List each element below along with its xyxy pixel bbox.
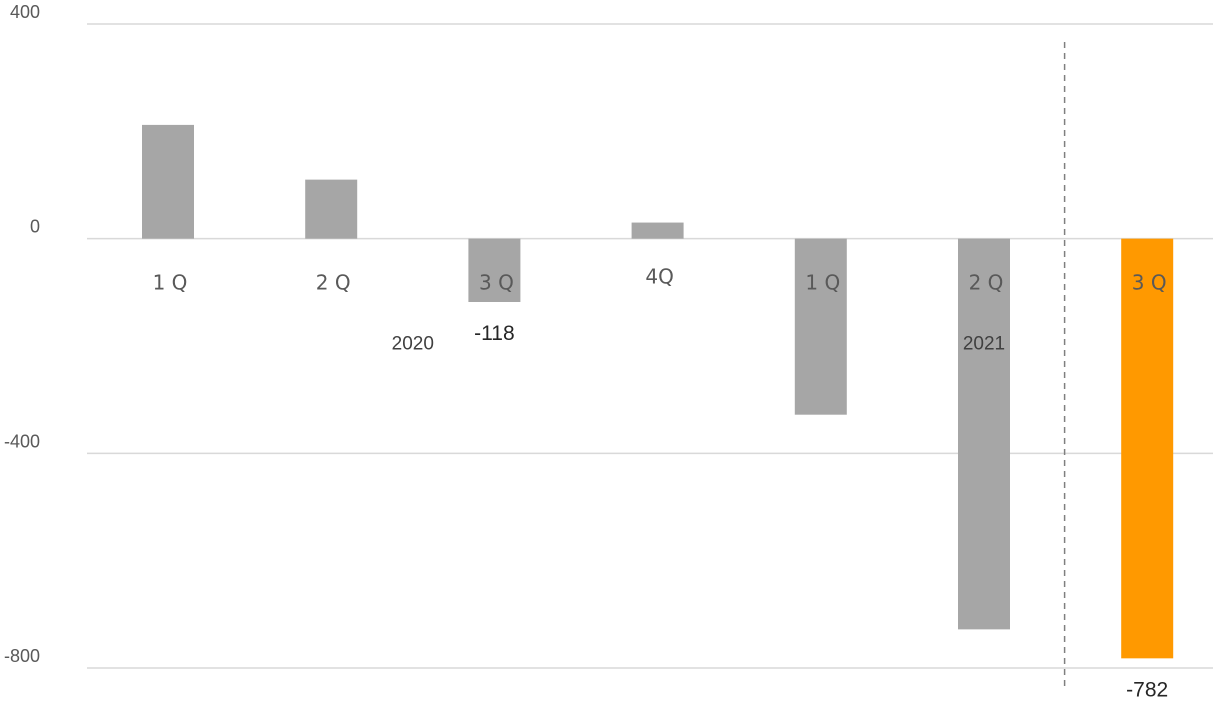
bar: [142, 124, 194, 239]
category-label: 3 Q: [479, 271, 514, 295]
y-tick-label: -800: [4, 646, 40, 666]
data-label: -118: [474, 322, 514, 345]
bar: [468, 238, 521, 302]
category-label: 2 Q: [969, 271, 1004, 295]
category-label: 3 Q: [1132, 271, 1167, 295]
gridlines: [87, 23, 1213, 669]
year-label: 2021: [963, 334, 1005, 355]
bar: [958, 238, 1010, 630]
bar: [631, 222, 684, 239]
category-label: 4Q: [645, 265, 673, 289]
category-label: 1 Q: [805, 271, 840, 295]
bar: [1121, 238, 1174, 659]
category-label: 1 Q: [153, 271, 188, 295]
category-label: 2 Q: [316, 271, 351, 295]
bars: [142, 124, 1174, 659]
data-label: -782: [1126, 678, 1168, 701]
y-axis-tick-labels: 400 0 -400 -800: [4, 2, 40, 666]
y-tick-label: 0: [30, 217, 40, 237]
year-label: 2020: [392, 334, 434, 355]
data-labels: -118 -782: [474, 322, 1168, 701]
y-tick-label: 400: [10, 2, 40, 22]
bar: [794, 238, 847, 415]
bar: [305, 179, 358, 239]
category-labels: 1 Q 2 Q 3 Q 4Q 1 Q 2 Q 3 Q: [153, 265, 1167, 295]
year-group-labels: 2020 2021: [392, 334, 1005, 355]
y-tick-label: -400: [4, 431, 40, 451]
